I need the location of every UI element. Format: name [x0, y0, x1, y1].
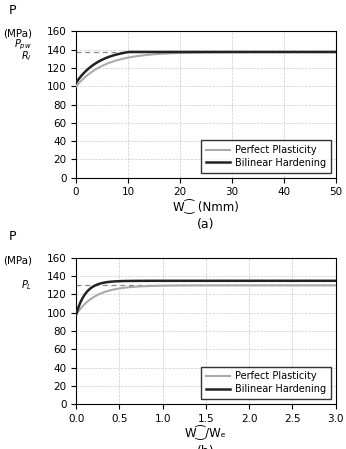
Line: Bilinear Hardening: Bilinear Hardening — [76, 52, 336, 83]
Perfect Plasticity — [326, 49, 330, 55]
Bilinear Hardening — [326, 278, 330, 283]
Bilinear Hardening — [200, 278, 204, 283]
Text: P: P — [9, 4, 16, 17]
Legend: Perfect Plasticity, Bilinear Hardening: Perfect Plasticity, Bilinear Hardening — [201, 366, 331, 399]
Bilinear Hardening — [326, 278, 330, 283]
Perfect Plasticity — [334, 49, 338, 55]
Perfect Plasticity — [326, 49, 330, 55]
Perfect Plasticity — [200, 50, 204, 55]
Perfect Plasticity — [326, 283, 330, 288]
Perfect Plasticity — [326, 283, 330, 288]
Text: $P_{pw}$: $P_{pw}$ — [14, 37, 32, 52]
Bilinear Hardening — [127, 49, 131, 55]
Text: $P_L$: $P_L$ — [21, 278, 32, 292]
Text: (MPa): (MPa) — [3, 28, 33, 39]
Bilinear Hardening — [334, 278, 338, 283]
Bilinear Hardening — [279, 49, 283, 55]
Line: Perfect Plasticity: Perfect Plasticity — [76, 286, 336, 314]
Bilinear Hardening — [326, 49, 330, 55]
Text: P: P — [9, 230, 16, 243]
Perfect Plasticity — [74, 84, 78, 89]
Legend: Perfect Plasticity, Bilinear Hardening: Perfect Plasticity, Bilinear Hardening — [201, 140, 331, 173]
Bilinear Hardening — [193, 49, 198, 55]
Perfect Plasticity — [279, 49, 283, 55]
Bilinear Hardening — [193, 278, 198, 283]
X-axis label: W⁐/Wₑ: W⁐/Wₑ — [185, 425, 227, 440]
Perfect Plasticity — [193, 50, 198, 55]
Bilinear Hardening — [87, 65, 91, 70]
Bilinear Hardening — [88, 286, 92, 292]
Perfect Plasticity — [193, 283, 198, 288]
Bilinear Hardening — [200, 49, 204, 55]
Line: Perfect Plasticity: Perfect Plasticity — [76, 52, 336, 86]
Bilinear Hardening — [279, 278, 283, 283]
Text: (b): (b) — [197, 445, 215, 449]
Bilinear Hardening — [326, 49, 330, 55]
Text: (MPa): (MPa) — [3, 255, 33, 265]
Perfect Plasticity — [334, 283, 338, 288]
X-axis label: W⁐ (Nmm): W⁐ (Nmm) — [173, 199, 239, 214]
Text: $R_l$: $R_l$ — [21, 49, 32, 63]
Text: (a): (a) — [197, 219, 215, 232]
Line: Bilinear Hardening: Bilinear Hardening — [76, 281, 336, 314]
Perfect Plasticity — [88, 297, 92, 303]
Bilinear Hardening — [334, 49, 338, 55]
Bilinear Hardening — [74, 312, 78, 317]
Perfect Plasticity — [200, 283, 204, 288]
Perfect Plasticity — [74, 312, 78, 317]
Perfect Plasticity — [279, 283, 283, 288]
Bilinear Hardening — [74, 80, 78, 85]
Perfect Plasticity — [87, 71, 91, 76]
